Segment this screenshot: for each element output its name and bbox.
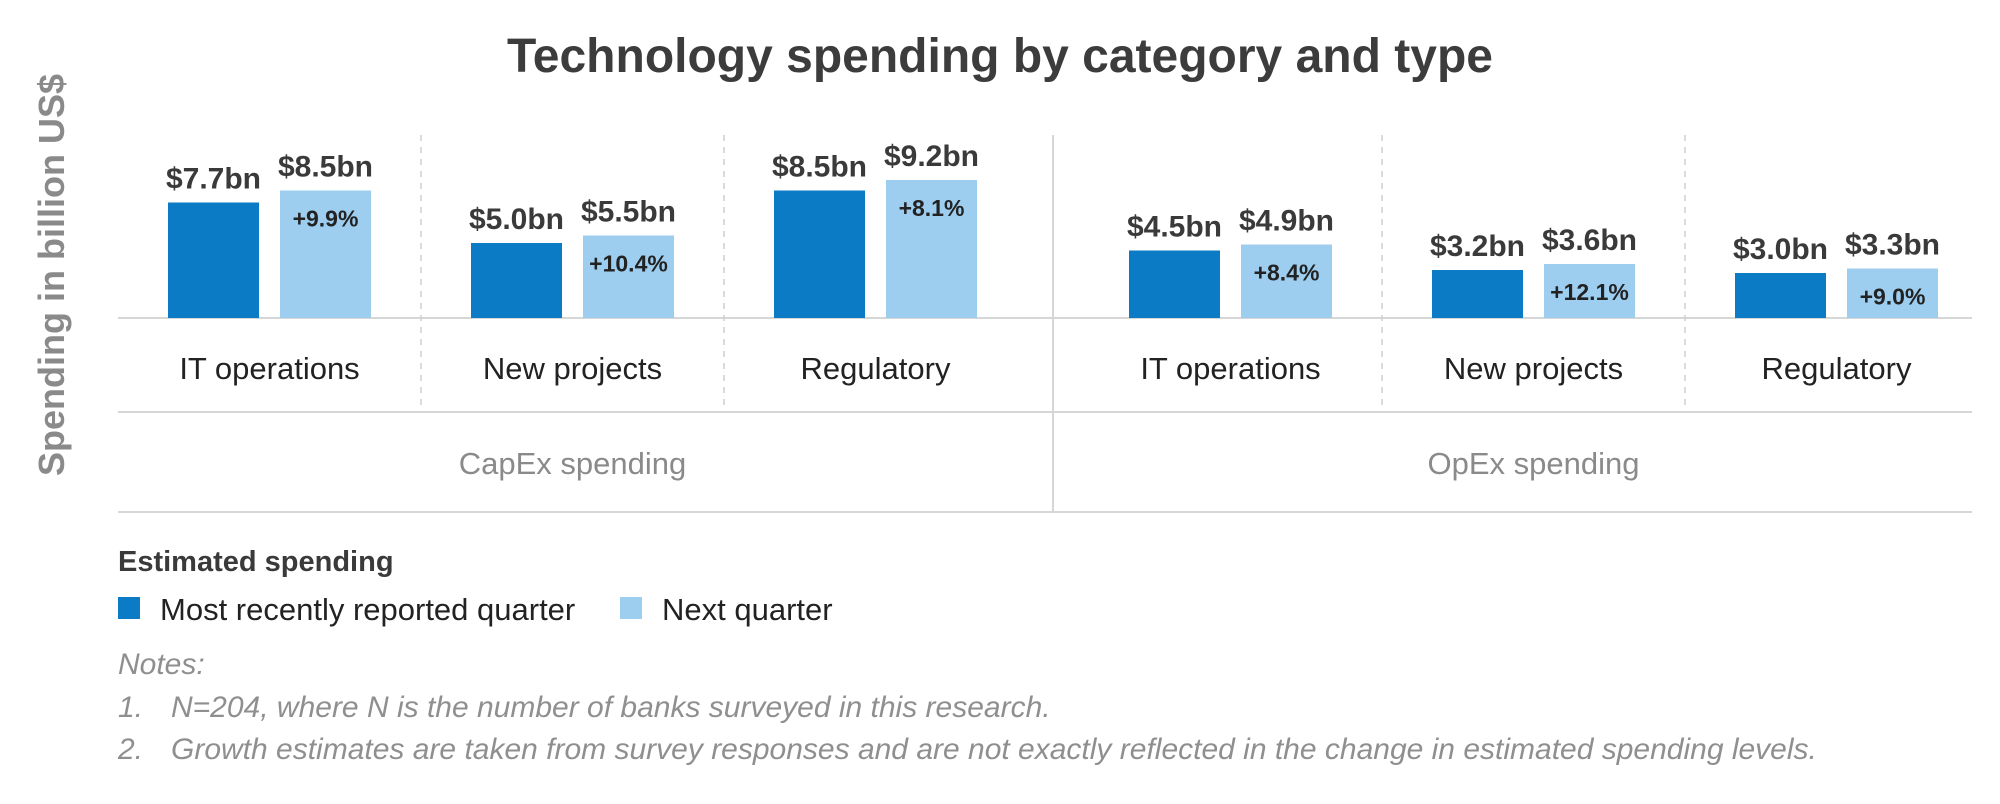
bar-next-quarter (1847, 268, 1938, 318)
bar-recent-quarter (1735, 273, 1826, 318)
bar-value-label: $3.3bn (1845, 229, 1940, 262)
bar-value-label: $3.0bn (1733, 233, 1828, 266)
y-axis-label: Spending in billion US$ (31, 74, 72, 476)
chart-title: Technology spending by category and type (507, 30, 1493, 83)
bar-recent-quarter (168, 202, 259, 318)
legend: Estimated spending Most recently reported… (118, 546, 833, 627)
bar-recent-quarter (1129, 250, 1220, 318)
legend-item-label: Next quarter (662, 592, 833, 627)
bar-value-label: $8.5bn (772, 151, 867, 184)
legend-swatch (118, 597, 140, 619)
category-label: New projects (483, 351, 662, 386)
bar-next-quarter (280, 190, 371, 318)
bar-value-label: $5.5bn (581, 196, 676, 229)
notes-heading: Notes: (118, 648, 205, 681)
growth-label: +9.9% (293, 206, 359, 232)
category-label: Regulatory (801, 351, 951, 386)
group-label: CapEx spending (459, 446, 687, 481)
bar-recent-quarter (471, 243, 562, 318)
category-label: New projects (1444, 351, 1623, 386)
note-text: Growth estimates are taken from survey r… (171, 733, 1817, 766)
growth-label: +10.4% (589, 251, 668, 277)
growth-label: +8.4% (1254, 260, 1320, 286)
bar-next-quarter (1544, 264, 1635, 318)
bar-value-label: $7.7bn (166, 163, 261, 196)
note-number: 2. (117, 733, 143, 766)
growth-label: +9.0% (1860, 284, 1926, 310)
bar-value-label: $3.6bn (1542, 224, 1637, 257)
bar-recent-quarter (1432, 270, 1523, 318)
notes: Notes: 1. N=204, where N is the number of … (117, 648, 1817, 766)
bar-next-quarter (583, 235, 674, 318)
plot-area: $7.7bn $8.5bn +9.9% IT operations $5.0bn $5.5… (118, 135, 1972, 513)
bar-value-label: $8.5bn (278, 151, 373, 184)
category-label: IT operations (179, 351, 359, 386)
legend-item-label: Most recently reported quarter (160, 592, 575, 627)
note-number: 1. (118, 691, 143, 724)
bar-recent-quarter (774, 190, 865, 318)
bar-value-label: $9.2bn (884, 140, 979, 173)
growth-label: +12.1% (1550, 279, 1629, 305)
bar-value-label: $5.0bn (469, 203, 564, 236)
bar-value-label: $4.9bn (1239, 205, 1334, 238)
category-label: IT operations (1140, 351, 1320, 386)
growth-label: +8.1% (899, 195, 965, 221)
note-text: N=204, where N is the number of banks su… (171, 691, 1051, 724)
bar-next-quarter (886, 180, 977, 318)
category-label: Regulatory (1762, 351, 1912, 386)
bar-next-quarter (1241, 244, 1332, 318)
bar-value-label: $4.5bn (1127, 211, 1222, 244)
legend-swatch (620, 597, 642, 619)
bar-value-label: $3.2bn (1430, 230, 1525, 263)
group-label: OpEx spending (1428, 446, 1640, 481)
legend-title: Estimated spending (118, 546, 394, 578)
